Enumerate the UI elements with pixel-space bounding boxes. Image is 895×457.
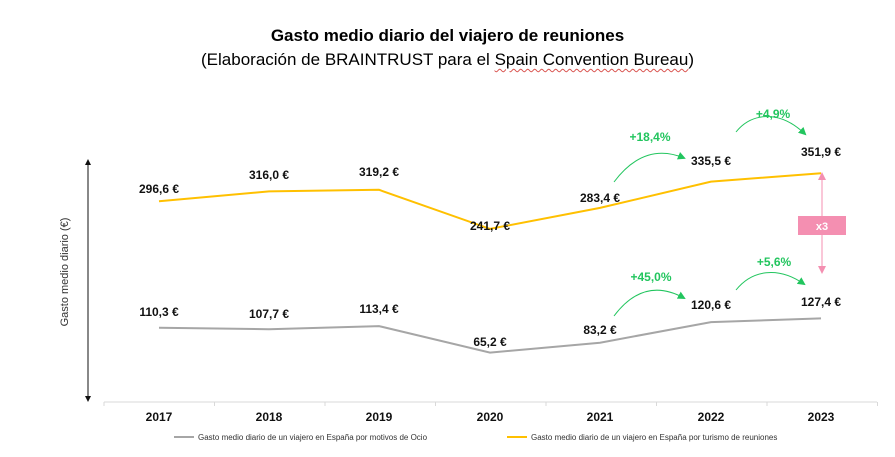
growth-arrow-2 xyxy=(613,289,686,317)
data-label-0-3: 65,2 € xyxy=(473,335,507,349)
data-label-1-5: 335,5 € xyxy=(691,154,731,168)
x-tick-label-2019: 2019 xyxy=(366,410,393,424)
data-label-1-1: 316,0 € xyxy=(249,168,289,182)
y-axis-label: Gasto medio diario (€) xyxy=(59,218,71,327)
x-tick-label-2018: 2018 xyxy=(256,410,283,424)
x-tick-label-2023: 2023 xyxy=(808,410,835,424)
growth-label-0: +18,4% xyxy=(629,130,670,144)
growth-arrow-0 xyxy=(613,152,686,183)
data-label-1-0: 296,6 € xyxy=(139,182,179,196)
x-tick-label-2017: 2017 xyxy=(146,410,173,424)
subtitle-prefix: (Elaboración de BRAINTRUST para el xyxy=(201,50,495,69)
data-label-0-0: 110,3 € xyxy=(139,305,179,319)
x-tick-label-2021: 2021 xyxy=(587,410,614,424)
data-label-1-2: 319,2 € xyxy=(359,165,399,179)
data-label-1-6: 351,9 € xyxy=(801,145,841,159)
ratio-badge xyxy=(798,216,846,235)
x-tick-label-2022: 2022 xyxy=(698,410,725,424)
growth-label-3: +5,6% xyxy=(757,255,792,269)
data-label-0-4: 83,2 € xyxy=(583,323,617,337)
growth-label-1: +4,9% xyxy=(756,107,791,121)
legend-label-1: Gasto medio diario de un viajero en Espa… xyxy=(531,433,777,442)
x-tick-label-2020: 2020 xyxy=(477,410,504,424)
chart-subtitle: (Elaboración de BRAINTRUST para el Spain… xyxy=(0,50,895,70)
subtitle-suffix: ) xyxy=(688,50,694,69)
subtitle-highlight: Spain Convention Bureau xyxy=(494,50,689,69)
chart-title: Gasto medio diario del viajero de reunio… xyxy=(270,26,625,45)
data-label-0-2: 113,4 € xyxy=(359,302,399,316)
data-label-1-4: 283,4 € xyxy=(580,191,620,205)
growth-arrow-3 xyxy=(735,272,806,291)
legend-label-0: Gasto medio diario de un viajero en Espa… xyxy=(198,433,428,442)
ratio-badge-label: x3 xyxy=(816,221,828,233)
growth-label-2: +45,0% xyxy=(630,270,671,284)
data-label-0-5: 120,6 € xyxy=(691,298,731,312)
growth-arrow-1 xyxy=(735,116,807,136)
data-label-0-1: 107,7 € xyxy=(249,307,289,321)
data-label-0-6: 127,4 € xyxy=(801,295,841,309)
data-label-1-3: 241,7 € xyxy=(470,219,510,233)
